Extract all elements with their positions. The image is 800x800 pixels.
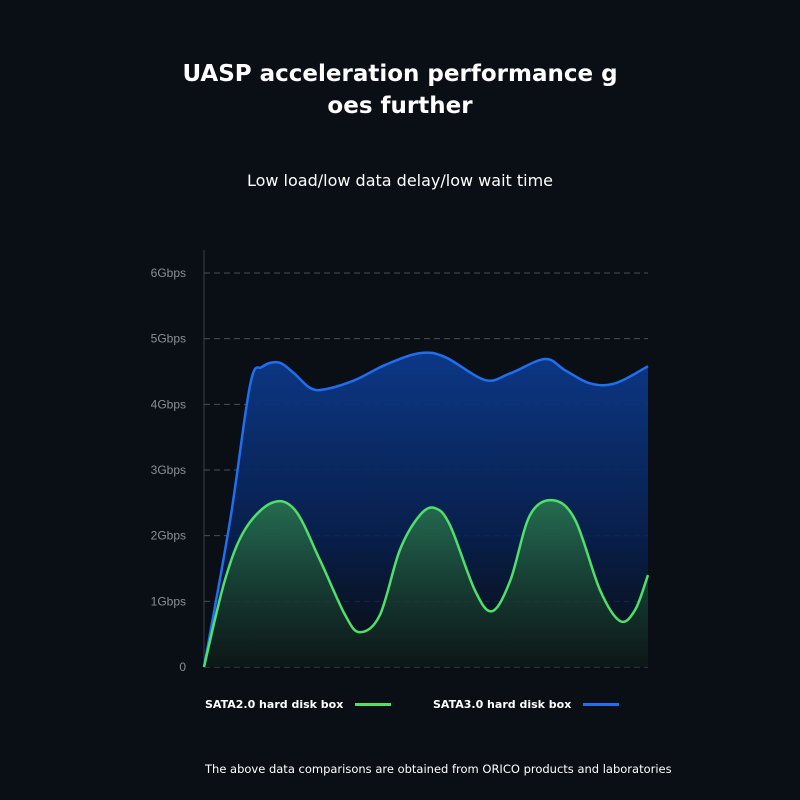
page-title: UASP acceleration performance g oes furt… (0, 58, 800, 122)
line-sata20 (202, 498, 650, 668)
y-tick-label: 1Gbps (151, 594, 186, 608)
y-tick-label: 4Gbps (151, 397, 186, 411)
area-sata20 (204, 500, 648, 667)
subtitle: Low load/low data delay/low wait time (246, 171, 554, 190)
legend-sata3: SATA3.0 hard disk box (433, 698, 620, 711)
y-tick-label: 2Gbps (151, 529, 186, 543)
title-line-2: oes further (327, 93, 473, 119)
y-tick-label: 0 (179, 660, 186, 674)
legend-swatch-sata2 (355, 703, 392, 706)
y-tick-label: 5Gbps (151, 332, 186, 346)
footnote: The above data comparisons are obtained … (205, 762, 672, 776)
y-tick-label: 6Gbps (151, 266, 186, 280)
legend-label-sata3: SATA3.0 hard disk box (433, 698, 572, 711)
legend-swatch-sata3 (583, 703, 620, 706)
y-tick-label: 3Gbps (151, 463, 186, 477)
legend-sata2: SATA2.0 hard disk box (205, 698, 392, 711)
legend-label-sata2: SATA2.0 hard disk box (205, 698, 344, 711)
title-line-1: UASP acceleration performance g (182, 61, 618, 87)
line-sata30 (202, 351, 649, 668)
